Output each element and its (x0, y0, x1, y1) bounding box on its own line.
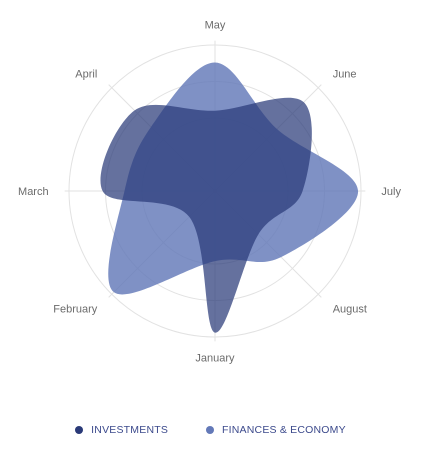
axis-label-april: April (75, 68, 97, 80)
legend-marker-finances-economy (206, 426, 215, 434)
series-area-investments[interactable] (100, 97, 312, 333)
axis-label-march: March (18, 186, 49, 198)
axis-label-january: January (195, 352, 235, 364)
chart-legend: INVESTMENTS FINANCES & ECONOMY (0, 424, 421, 436)
legend-label-finances-economy: FINANCES & ECONOMY (222, 424, 346, 436)
axis-label-august: August (333, 304, 367, 316)
legend-item-finances-economy[interactable]: FINANCES & ECONOMY (206, 424, 346, 436)
axis-label-july: July (381, 186, 401, 198)
axis-label-june: June (333, 68, 357, 80)
axis-label-february: February (53, 304, 98, 316)
legend-item-investments[interactable]: INVESTMENTS (75, 424, 168, 436)
radar-axis-labels: May June July August January February March Apr… (18, 20, 401, 365)
legend-label-investments: INVESTMENTS (91, 424, 169, 436)
legend-marker-investments (75, 426, 84, 434)
radar-series-group (100, 62, 359, 333)
axis-label-may: May (205, 20, 226, 32)
